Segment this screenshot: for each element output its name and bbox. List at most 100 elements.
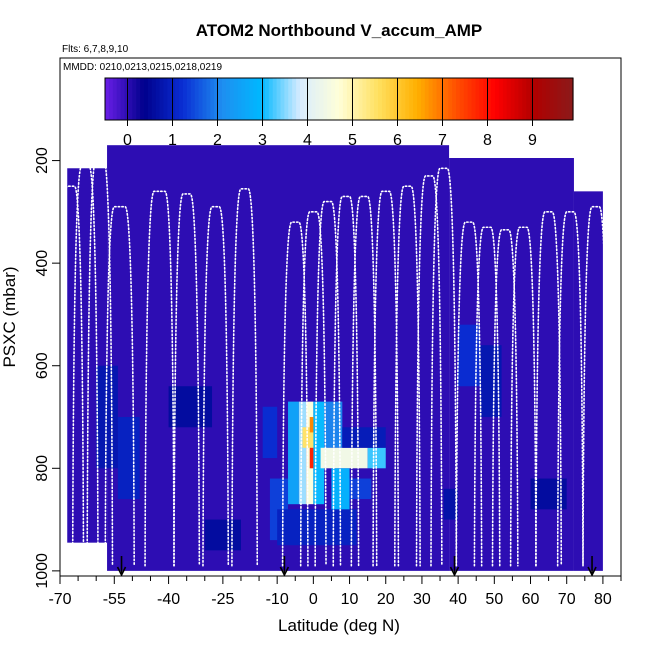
colorbar-swatch xyxy=(307,78,313,120)
colorbar-swatch xyxy=(553,78,558,120)
colorbar-swatch xyxy=(549,78,555,120)
colorbar-swatch xyxy=(534,78,539,120)
flight-profile-track xyxy=(372,190,400,567)
colorbar-swatch xyxy=(272,78,278,120)
x-tick-label: -55 xyxy=(103,591,126,608)
colorbar-swatch xyxy=(276,78,282,120)
heatmap-cell xyxy=(367,447,386,469)
colorbar-swatch xyxy=(179,78,184,120)
flight-profile-track xyxy=(104,205,135,567)
colorbar-swatch xyxy=(518,78,523,120)
y-axis: 200 400 600 800 1000 xyxy=(34,147,60,589)
colorbar-tick-label: 7 xyxy=(438,132,447,149)
colorbar-swatch xyxy=(225,78,231,120)
colorbar-swatch xyxy=(510,78,516,120)
flight-profile-track xyxy=(71,164,99,567)
flight-profile-track xyxy=(281,221,309,567)
x-tick-label: -10 xyxy=(266,591,289,608)
colorbar-swatch xyxy=(448,78,453,120)
flight-profile-track xyxy=(556,211,584,567)
heatmap-cell xyxy=(168,386,213,428)
y-tick-label: 200 xyxy=(34,147,51,174)
colorbar-swatch xyxy=(159,78,165,120)
flight-profile-track xyxy=(430,167,458,567)
colorbar-swatch xyxy=(253,78,258,120)
flight-profile-track xyxy=(455,221,483,567)
colorbar-swatch xyxy=(420,78,426,120)
flight-profile-track xyxy=(231,187,259,567)
colorbar-frame xyxy=(104,77,574,121)
colorbar-swatch xyxy=(202,78,207,120)
flight-profiles xyxy=(60,157,610,567)
colorbar-swatch xyxy=(436,78,441,120)
colorbar-swatch xyxy=(335,78,340,120)
colorbar-swatch xyxy=(151,78,157,120)
colorbar-swatch xyxy=(183,78,188,120)
heatmap-cell xyxy=(204,519,241,551)
heatmap-cell xyxy=(458,324,480,387)
x-tick-label: 50 xyxy=(485,591,503,608)
x-tick-label: 0 xyxy=(309,591,318,608)
colorbar-swatch xyxy=(514,78,519,120)
colorbar-swatch xyxy=(522,78,527,120)
heatmap-cell xyxy=(443,488,459,520)
colorbar-swatch xyxy=(413,78,418,120)
colorbar-tick-label: 2 xyxy=(213,132,222,149)
heatmap-cell xyxy=(298,401,307,505)
colorbar-swatch xyxy=(409,78,414,120)
colorbar-swatch xyxy=(432,78,438,120)
colorbar-swatch xyxy=(105,78,110,120)
flight-profile-track xyxy=(86,157,114,567)
colorbar-swatch xyxy=(537,78,543,120)
colorbar-swatch xyxy=(108,78,114,120)
colorbar-swatch xyxy=(385,78,391,120)
colorbar-swatch xyxy=(171,78,176,120)
dates-label: MMDD: 0210,0213,0215,0218,0219 xyxy=(63,62,222,73)
colorbar-swatch xyxy=(218,78,223,120)
colorbar-swatch xyxy=(198,78,204,120)
colorbar-swatch xyxy=(288,78,293,120)
colorbar-tick-label: 0 xyxy=(123,132,132,149)
x-tick-label: 60 xyxy=(522,591,540,608)
colorbar-tick-label: 6 xyxy=(393,132,402,149)
colorbar-swatch xyxy=(405,78,410,120)
aircraft-arrow-marker xyxy=(279,556,290,577)
colorbar-swatch xyxy=(397,78,402,120)
colorbar-swatch xyxy=(300,78,305,120)
heatmap-cell xyxy=(331,468,350,520)
colorbar-swatch xyxy=(206,78,211,120)
colorbar-swatch xyxy=(366,78,371,120)
colorbar-swatch xyxy=(393,78,399,120)
x-axis: -70 -55 -40 -25 -10 0 10 20 30 40 50 60 70 80 xyxy=(48,576,622,608)
colorbar-swatch xyxy=(194,78,200,120)
colorbar-swatch xyxy=(565,78,570,120)
colorbar-swatch xyxy=(452,78,457,120)
heatmap-cells xyxy=(67,145,603,571)
colorbar: 0 1 2 3 4 5 6 7 8 9 xyxy=(104,77,574,149)
colorbar-swatch xyxy=(378,78,383,120)
colorbar-swatch xyxy=(370,78,375,120)
colorbar-swatch xyxy=(526,78,531,120)
colorbar-swatch xyxy=(292,78,297,120)
colorbar-swatch xyxy=(483,78,488,120)
y-tick-label: 800 xyxy=(34,455,51,482)
flight-profile-track xyxy=(582,205,610,567)
colorbar-swatch xyxy=(358,78,363,120)
heatmap-cell xyxy=(309,417,316,433)
colorbar-swatch xyxy=(296,78,301,120)
flight-profile-track xyxy=(60,185,85,567)
colorbar-swatch xyxy=(116,78,122,120)
colorbar-swatch xyxy=(124,78,129,120)
colorbar-swatch xyxy=(498,78,504,120)
colorbar-tick-label: 4 xyxy=(303,132,312,149)
colorbar-swatch xyxy=(475,78,480,120)
y-axis-label: PSXC (mbar) xyxy=(0,266,19,367)
colorbar-tick-label: 9 xyxy=(528,132,537,149)
x-tick-label: 10 xyxy=(341,591,359,608)
y-tick-label: 1000 xyxy=(34,553,51,589)
colorbar-swatch xyxy=(339,78,344,120)
flight-profile-track xyxy=(415,175,443,567)
colorbar-swatch xyxy=(167,78,172,120)
x-tick-label: 30 xyxy=(413,591,431,608)
